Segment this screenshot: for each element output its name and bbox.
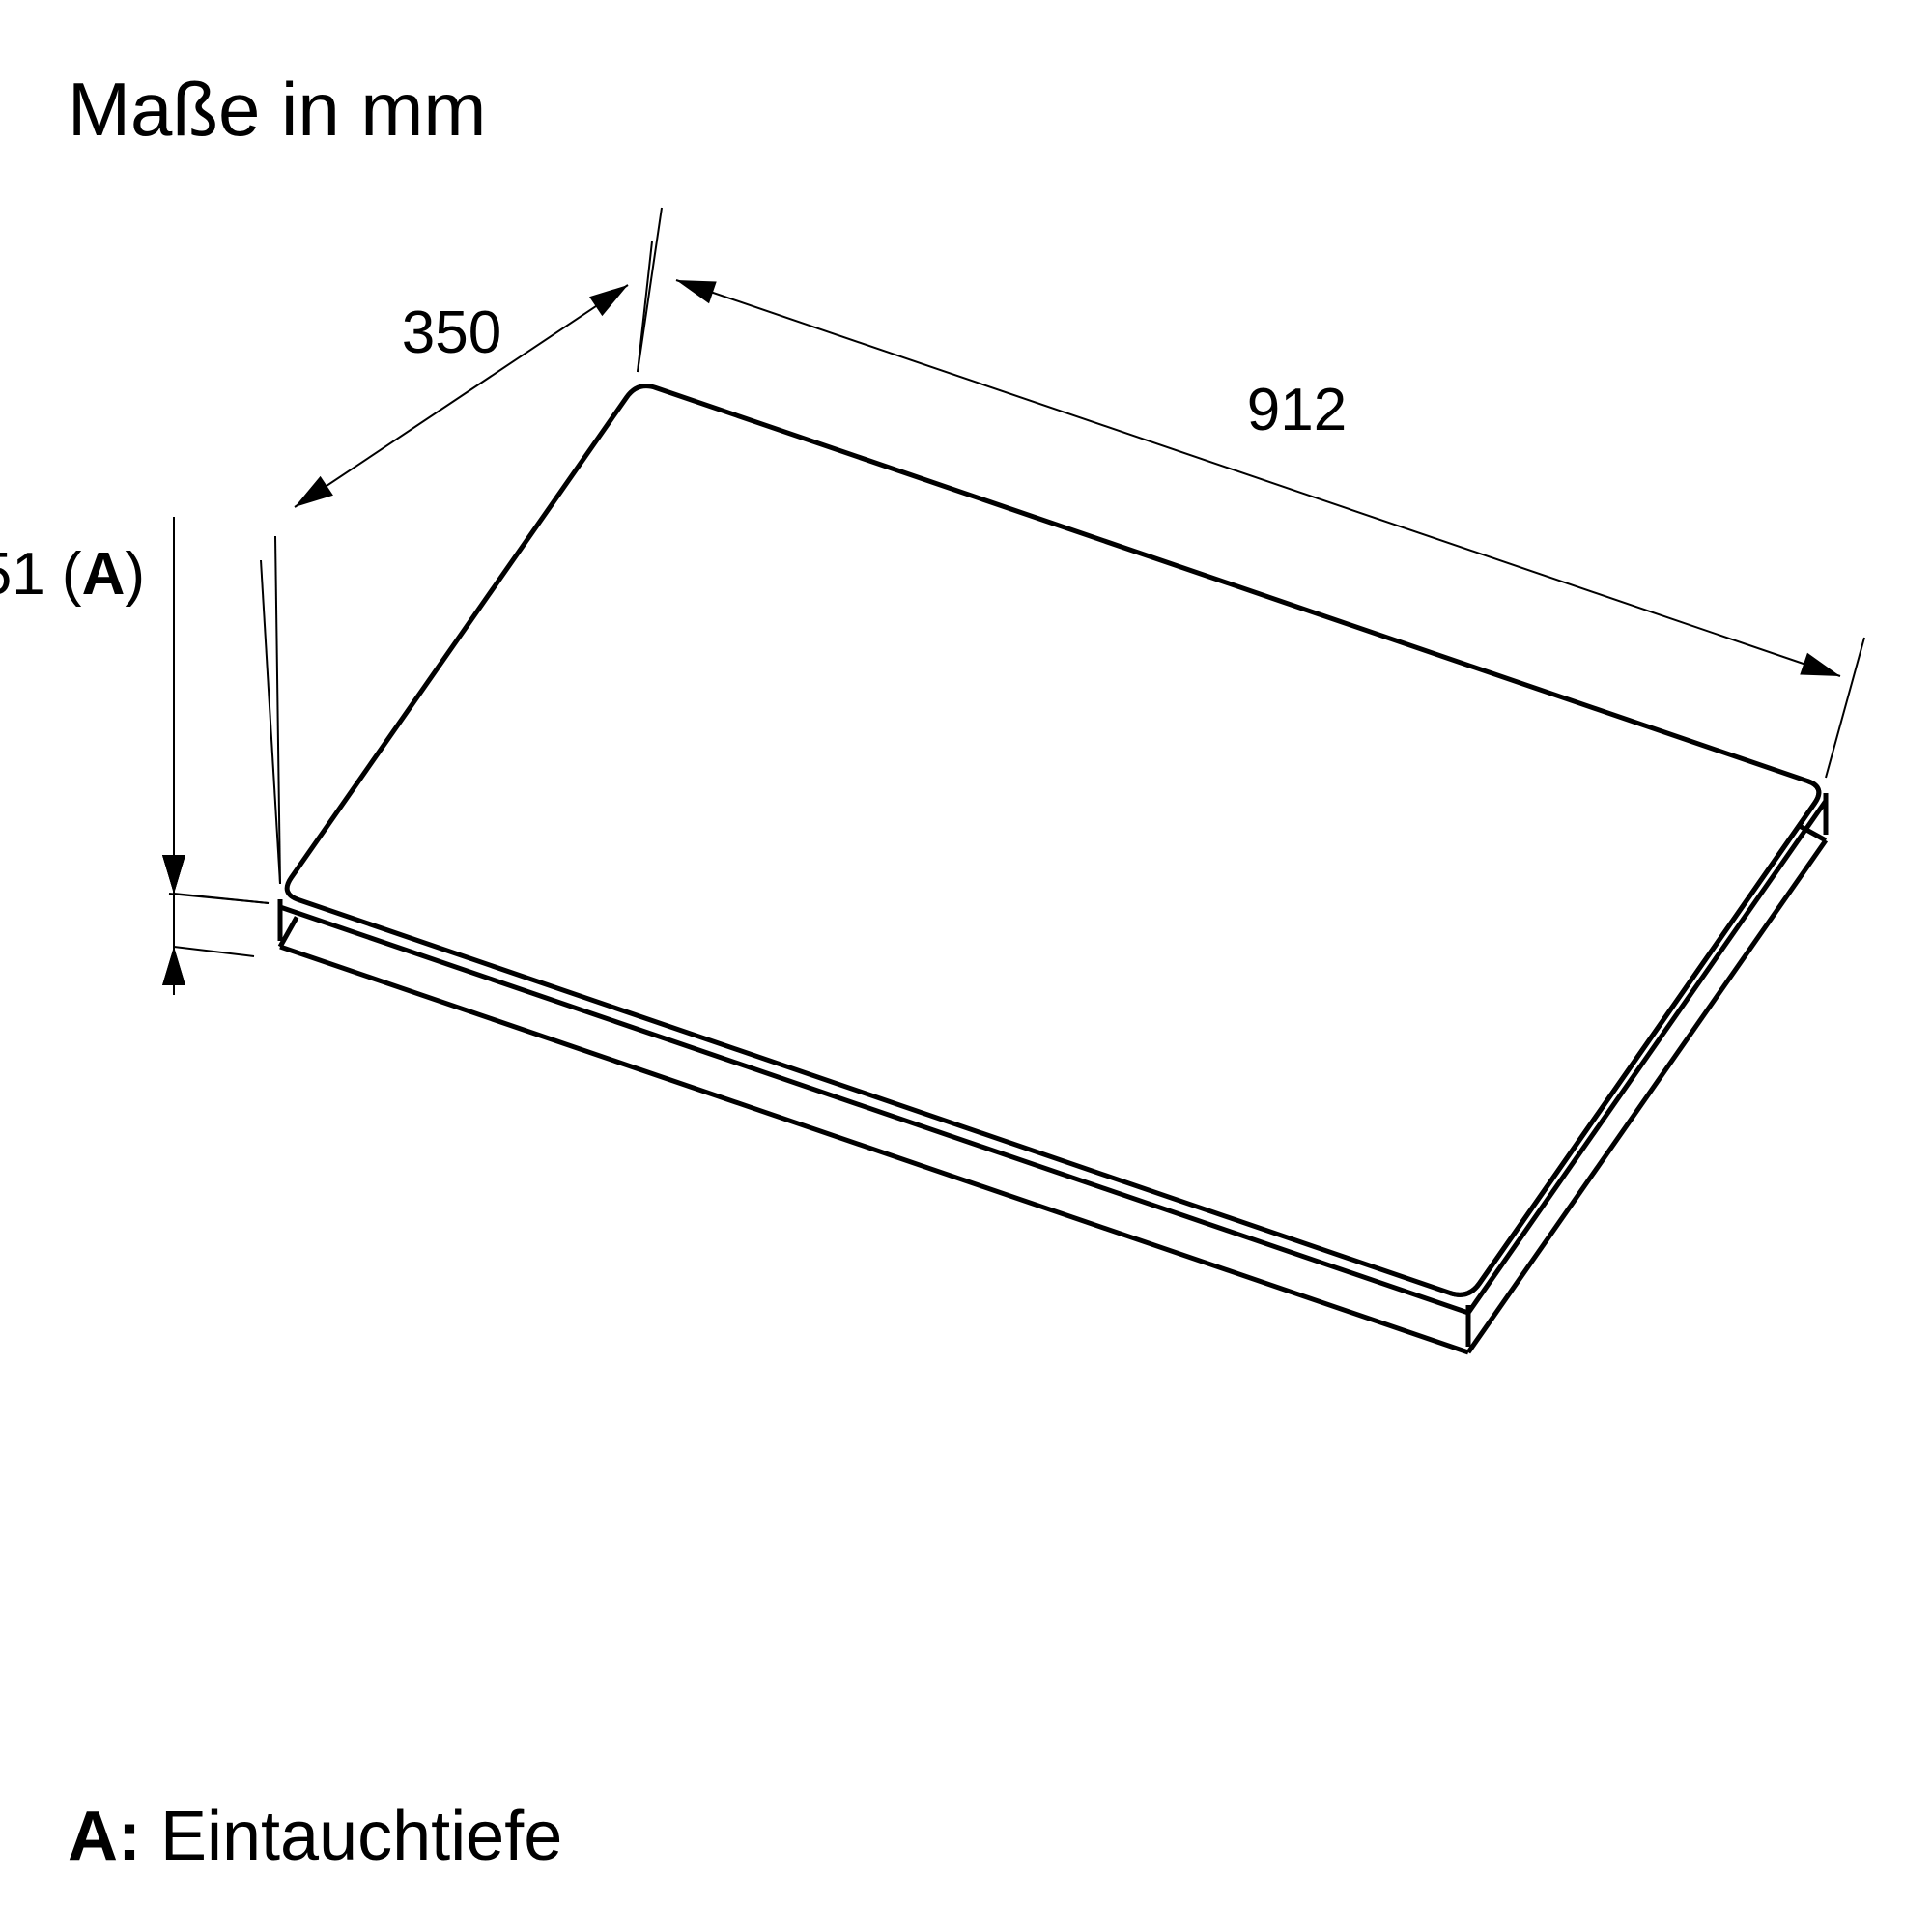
dim-width-label: 912 [1247,377,1347,443]
dim-height-label: 51 (A) [0,541,145,608]
dim-depth-label: 350 [402,299,501,366]
plate-top-face [287,386,1819,1295]
technical-drawing: Maße in mm 350 912 51 (A) A: Eintauchtiefe [0,0,1932,1932]
legend-line: A: Eintauchtiefe [68,1798,562,1875]
title-text: Maße in mm [68,67,486,152]
